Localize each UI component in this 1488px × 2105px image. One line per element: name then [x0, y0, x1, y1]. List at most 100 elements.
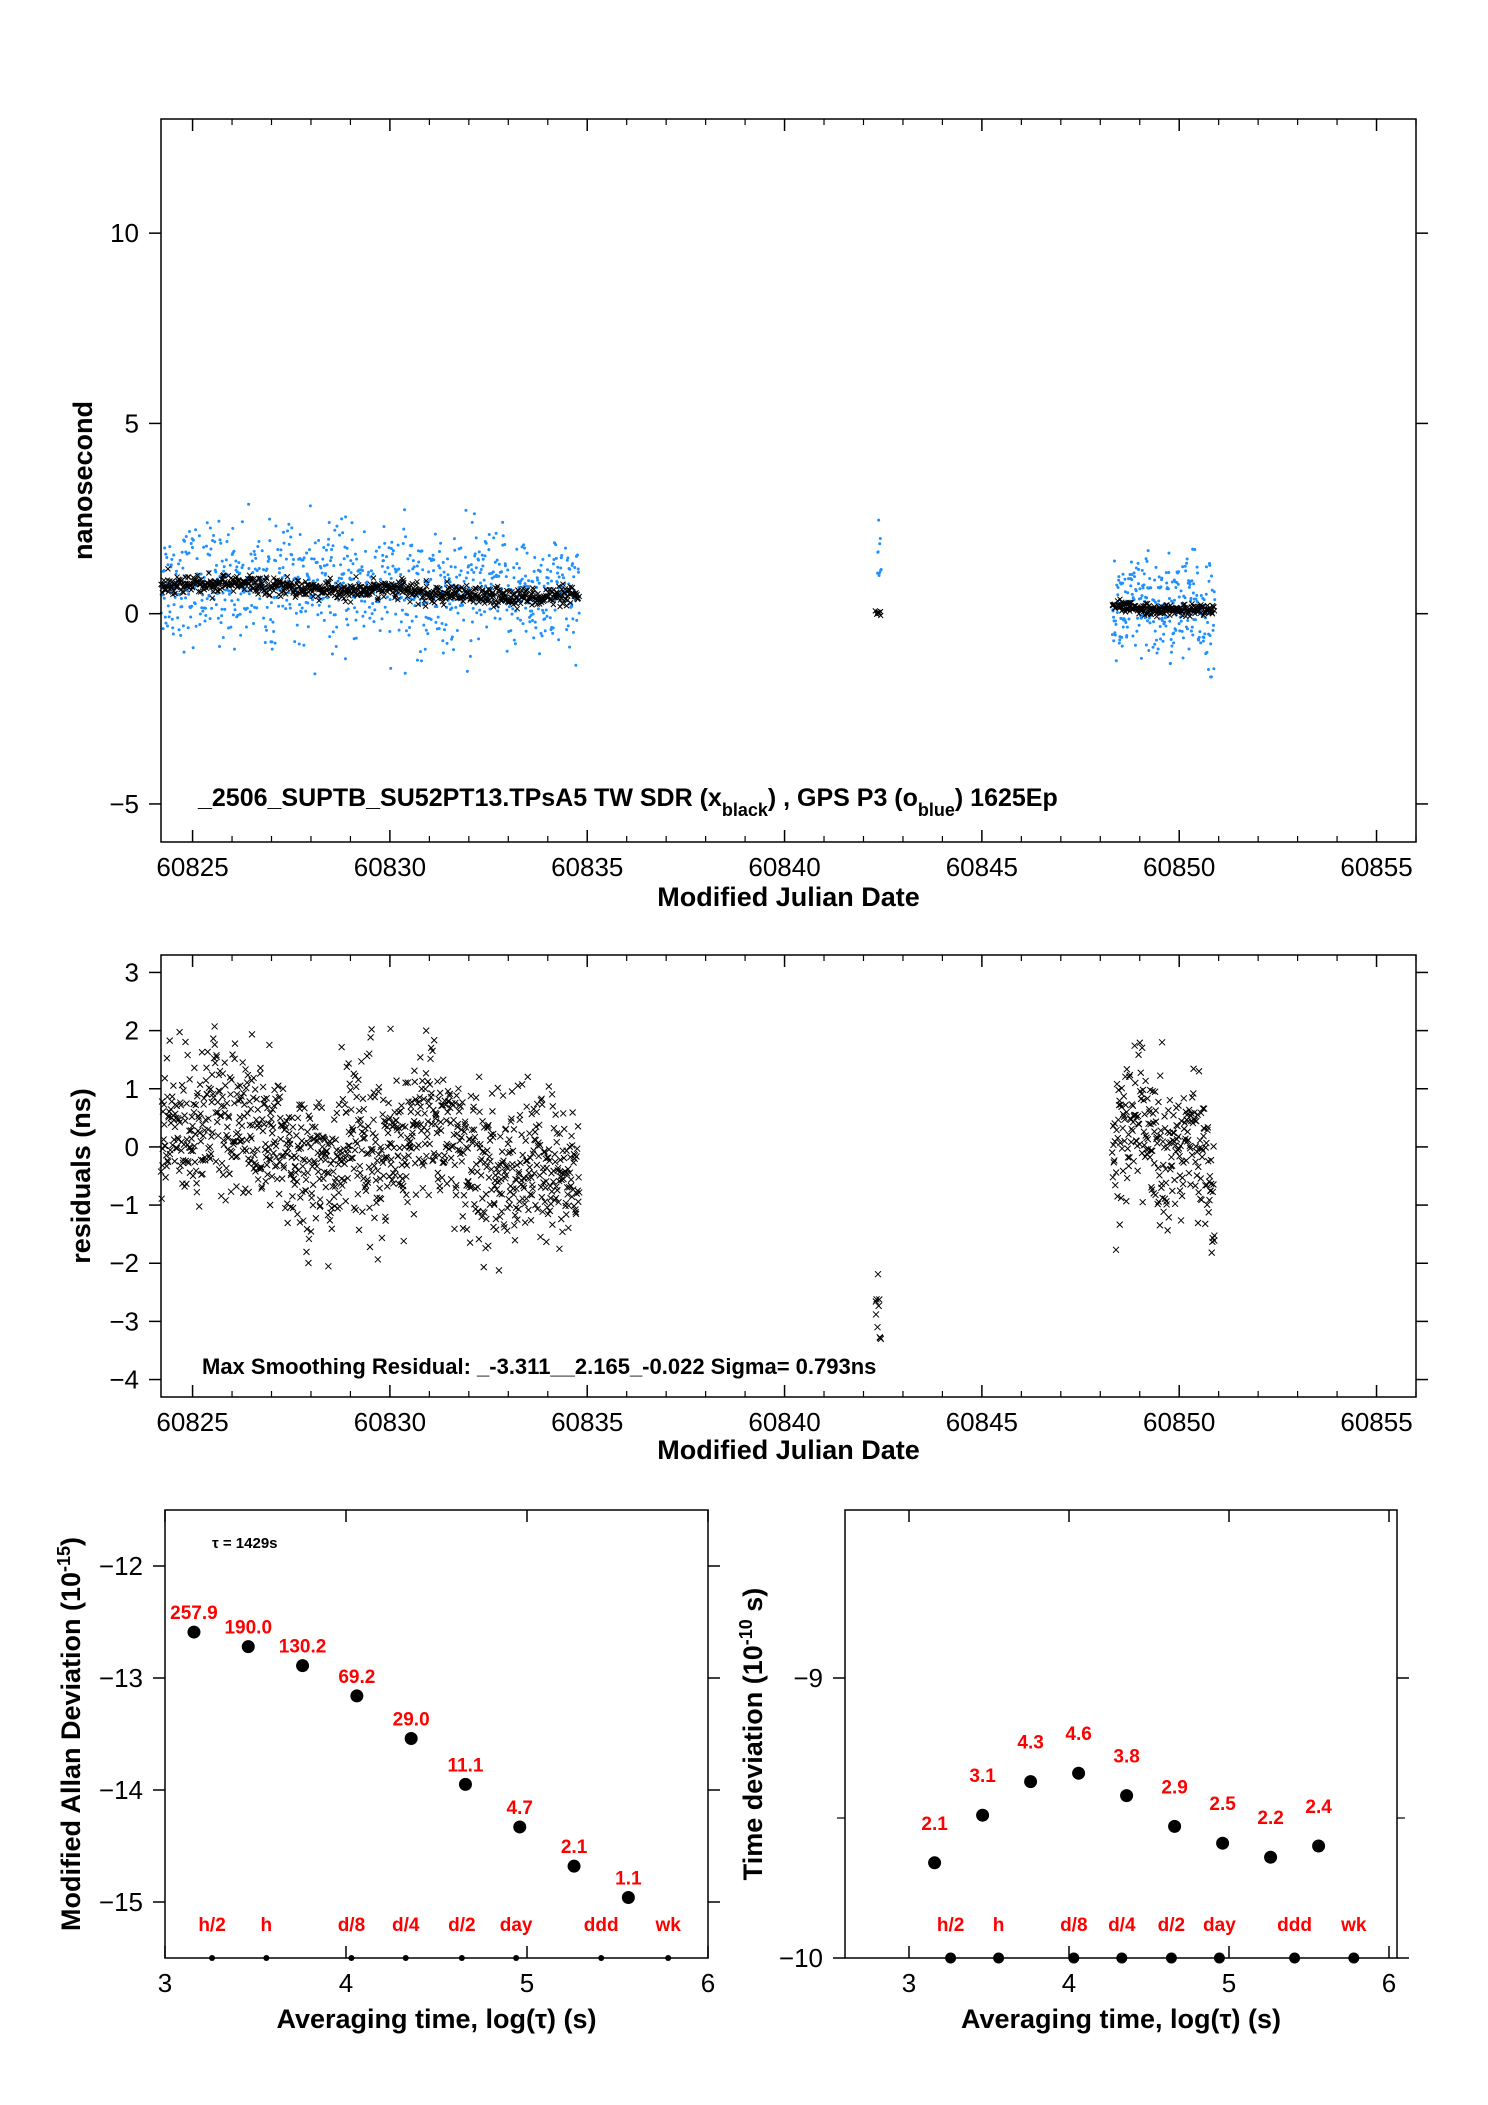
data-point-x: [1156, 1072, 1164, 1080]
data-point-x: [274, 1082, 282, 1090]
data-point-dot: [1204, 565, 1208, 569]
data-point-x: [189, 1172, 197, 1180]
data-point-dot: [485, 625, 489, 629]
data-point-dot: [450, 606, 454, 610]
data-point-dot: [201, 609, 205, 613]
data-point-x: [372, 1133, 379, 1141]
data-point-x: [263, 574, 270, 581]
data-point-x: [223, 1099, 231, 1107]
data-point-x: [265, 1143, 272, 1151]
data-point-x: [262, 1177, 270, 1185]
data-point-x: [340, 1176, 348, 1184]
data-point-x: [877, 1335, 885, 1343]
data-point-x: [291, 1181, 299, 1189]
data-point-dot: [203, 619, 207, 623]
data-point-dot: [244, 625, 248, 629]
interval-marker: [945, 1952, 957, 1964]
data-point-dot: [516, 616, 520, 620]
data-point-dot: [1164, 571, 1168, 575]
data-point-dot: [208, 553, 212, 557]
data-point-dot: [1144, 557, 1148, 561]
data-point-dot: [544, 608, 548, 612]
data-point-x: [563, 1183, 571, 1191]
data-point-dot: [325, 563, 329, 567]
interval-marker-label: wk: [1340, 1915, 1367, 1936]
data-point-dot: [317, 539, 321, 543]
data-point-dot: [329, 556, 333, 560]
data-point-x: [229, 1051, 236, 1059]
data-point-x: [517, 600, 524, 607]
data-point-dot: [165, 555, 169, 559]
data-point-dot: [249, 552, 253, 556]
data-point-dot: [479, 568, 483, 572]
data-point-x: [1135, 1051, 1142, 1059]
data-point-dot: [362, 530, 366, 534]
data-point-dot: [445, 641, 449, 645]
data-point-x: [365, 591, 372, 598]
data-point-x: [375, 1083, 383, 1091]
data-point-dot: [1151, 645, 1155, 649]
data-point-x: [490, 604, 497, 610]
data-point-dot: [1181, 656, 1185, 660]
data-point-dot: [422, 623, 426, 627]
data-point-dot: [476, 558, 480, 562]
data-point-dot: [506, 568, 510, 572]
data-point-x: [530, 1147, 538, 1154]
tick-labels: 60825 60830 60835 60840 60845 60850 60855−4−3−…: [109, 957, 1412, 1437]
data-point-x: [283, 1150, 291, 1158]
data-point-dot: [513, 642, 517, 646]
data-point-dot: [570, 604, 574, 608]
data-point-x: [220, 1141, 228, 1149]
data-point-x: [302, 1176, 310, 1184]
data-point-x: [1163, 1201, 1170, 1208]
deviation-point-label: 190.0: [224, 1618, 272, 1639]
data-point-x: [304, 1169, 312, 1177]
data-point-x: [1138, 1044, 1146, 1052]
y-tick-label: −12: [99, 1551, 143, 1581]
data-point-x: [330, 1168, 337, 1175]
data-point-x: [262, 1153, 270, 1161]
data-point-dot: [551, 626, 555, 630]
data-point-dot: [1137, 568, 1141, 572]
data-point-x: [426, 1140, 434, 1148]
data-point-x: [195, 1203, 203, 1210]
data-point-x: [308, 1189, 316, 1197]
tick-labels: 60825 60830 60835 60840 60845 60850 60855−5051…: [109, 218, 1412, 882]
data-point-x: [397, 1107, 404, 1115]
data-point-x: [1144, 1135, 1152, 1143]
data-point-x: [522, 1137, 530, 1144]
data-point-x: [458, 1158, 466, 1165]
data-point-x: [570, 1159, 577, 1166]
data-point-x: [1123, 1065, 1131, 1073]
data-point-dot: [289, 535, 293, 539]
data-point-x: [1179, 1174, 1186, 1182]
data-point-x: [361, 1134, 369, 1142]
data-point-x: [475, 1235, 483, 1243]
data-point-x: [244, 1071, 252, 1079]
data-point-dot: [462, 618, 466, 622]
deviation-point-label: 4.6: [1065, 1724, 1091, 1745]
data-point-x: [437, 1118, 444, 1126]
data-point-x: [261, 1100, 269, 1108]
data-point-dot: [878, 542, 882, 546]
data-point-dot: [1145, 596, 1149, 600]
data-point-x: [564, 1191, 571, 1198]
data-point-x: [529, 594, 536, 601]
residuals-panel: 60825 60830 60835 60840 60845 60850 60855−4−3−…: [66, 954, 1428, 1465]
data-point-dot: [1112, 639, 1116, 643]
data-point-x: [347, 1106, 355, 1113]
data-point-x: [231, 1099, 238, 1107]
data-point-x: [354, 1190, 362, 1198]
data-point-dot: [402, 598, 406, 602]
data-point-x: [392, 1116, 400, 1124]
data-point-x: [470, 1126, 478, 1134]
data-point-x: [188, 1113, 196, 1121]
data-point-x: [1151, 1128, 1158, 1135]
data-point-dot: [535, 585, 539, 589]
data-point-x: [491, 1201, 498, 1208]
data-point-x: [203, 1091, 211, 1098]
data-point-dot: [380, 564, 384, 568]
data-point-x: [524, 1073, 532, 1081]
data-point-x: [418, 1127, 425, 1135]
data-point-dot: [531, 619, 535, 623]
